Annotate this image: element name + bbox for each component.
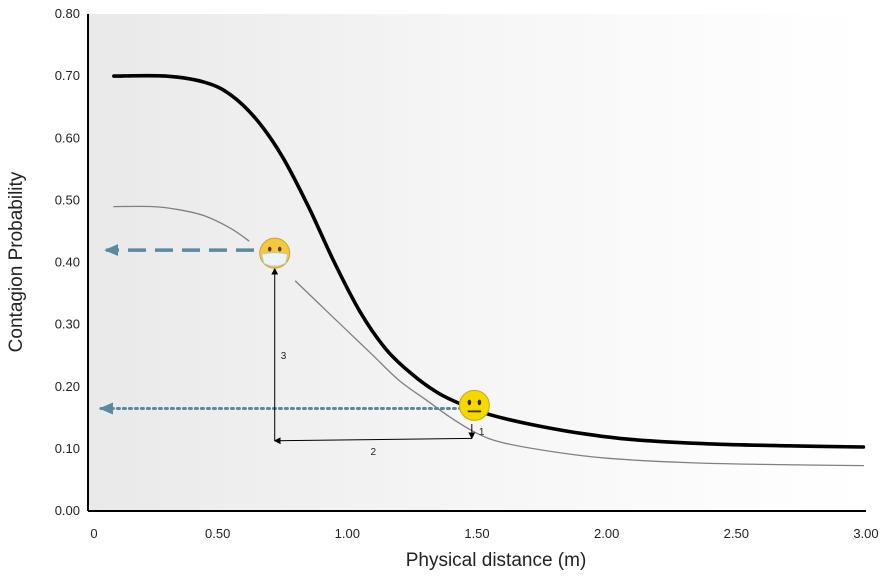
step-3-label: 3: [281, 351, 287, 362]
neutral-face-head: [458, 389, 490, 421]
y-tick-label: 0.00: [55, 503, 80, 518]
masked-face-mask: [261, 252, 289, 267]
x-tick-label: 1.50: [464, 526, 489, 541]
step-2-label: 2: [370, 447, 376, 458]
x-axis-title: Physical distance (m): [406, 550, 587, 571]
y-tick-label: 0.40: [55, 255, 80, 270]
neutral-face-left-eye: [467, 399, 472, 406]
masked-face-left-eye: [267, 246, 272, 252]
y-tick-label: 0.20: [55, 379, 80, 394]
step-2-arrow: [273, 437, 472, 445]
masked-face-right-eye: [277, 246, 282, 252]
y-tick-label: 0.50: [55, 192, 80, 207]
x-tick-label: 0: [90, 526, 97, 541]
x-tick-label: 2.00: [594, 526, 619, 541]
x-tick-label: 3.00: [853, 526, 878, 541]
neutral-face-right-eye: [477, 399, 482, 406]
masked-face-icon: [259, 237, 291, 269]
y-axis-title: Contagion Probability: [6, 171, 27, 352]
x-tick-label: 2.50: [724, 526, 749, 541]
y-tick-label: 0.70: [55, 68, 80, 83]
series-2-line-segment-1: [113, 205, 250, 242]
y-tick-label: 0.60: [55, 130, 80, 145]
y-tick-label: 0.30: [55, 317, 80, 332]
step-1-label: 1: [479, 427, 485, 438]
x-tick-label: 1.00: [335, 526, 360, 541]
plot-background: [88, 14, 866, 511]
y-tick-label: 0.10: [55, 441, 80, 456]
x-tick-label: 0.50: [205, 526, 230, 541]
series-1-line: [112, 73, 866, 449]
y-tick-label: 0.80: [55, 6, 80, 21]
neutral-face-icon: [458, 389, 490, 421]
